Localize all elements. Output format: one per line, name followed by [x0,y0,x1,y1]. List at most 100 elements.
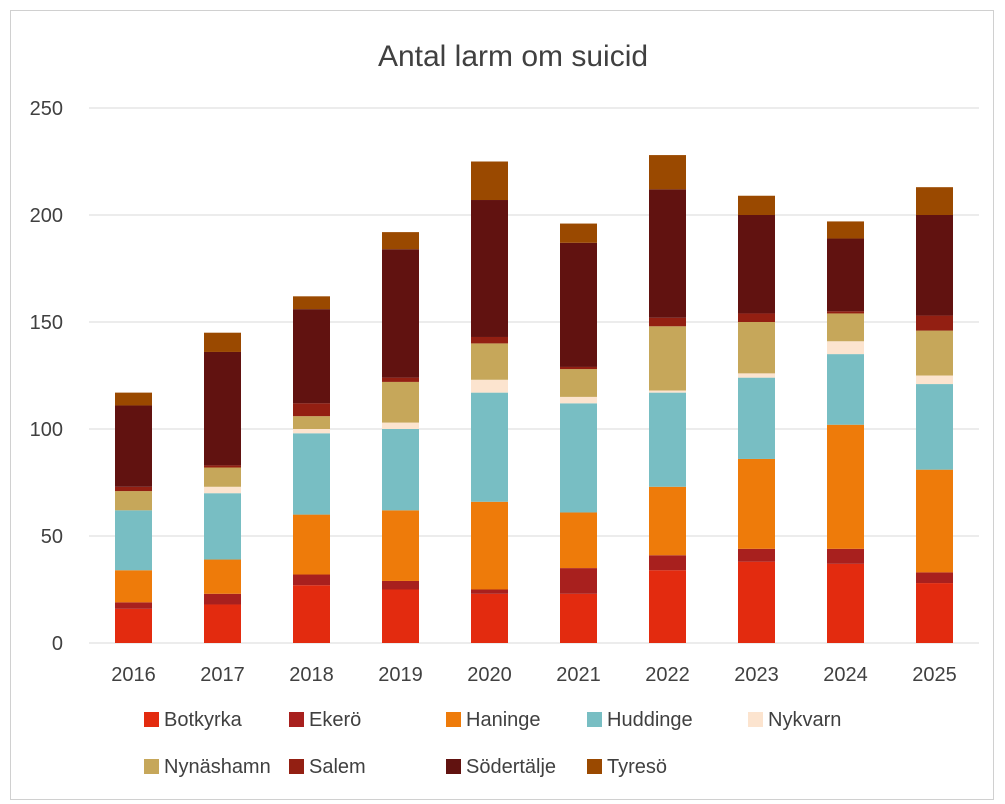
bar-segment [827,354,864,425]
bar-segment [293,514,330,575]
bar-segment [471,343,508,380]
bar-segment [471,200,508,337]
x-tick-label: 2022 [645,664,690,686]
x-axis-ticks: 2016 2017 2018 2019 2020 2021 2022 2023 2024 2025 [111,664,957,686]
x-tick-label: 2017 [200,664,245,686]
bar-segment [649,555,686,571]
bar-segment [382,422,419,429]
bar-segment [115,602,152,609]
bar-segment [649,486,686,556]
bar-segment [560,366,597,370]
bar-segment [115,491,152,511]
bar-segment [382,510,419,581]
bar-segment [738,313,775,322]
legend-swatch [144,712,159,727]
bar-segment [382,377,419,382]
bar-segment [738,322,775,374]
bar-segment [916,469,953,573]
bar-segment [204,467,241,487]
bar-segment [293,433,330,515]
bar-segment [649,570,686,643]
y-tick-label: 100 [30,419,63,441]
bar-segment [827,238,864,312]
legend-label: Nykvarn [768,709,841,731]
bar-segment [293,403,330,417]
legend: Botkyrka Ekerö Haninge Huddinge Nykvarn Nynäs… [144,709,841,778]
bar-segment [293,416,330,429]
bar-segment [827,313,864,342]
x-tick-label: 2023 [734,664,779,686]
bar-segment [560,223,597,243]
bar-segment [204,493,241,560]
legend-label: Tyresö [607,756,667,778]
bar-segment [204,559,241,594]
bar-segment [560,242,597,367]
bar-segment [382,381,419,423]
bar-segment [827,341,864,355]
legend-label: Botkyrka [164,709,243,731]
bar-segment [293,429,330,434]
bar-segment [115,510,152,571]
bar-segment [738,561,775,643]
bar-segment [382,589,419,643]
bar-segment [738,195,775,215]
bar-segment [649,390,686,393]
bar-segment [649,317,686,327]
bar-segment [738,548,775,562]
bar-segment [471,379,508,393]
bar-segment [204,332,241,352]
bar-segment [471,392,508,502]
bar-segment [738,458,775,549]
bar-segment [471,336,508,344]
bar-segment [560,369,597,397]
y-axis-ticks: 0 50 100 150 200 250 [30,98,63,655]
bar-segment [382,580,419,590]
bar-segment [382,429,419,511]
x-tick-label: 2025 [912,664,957,686]
legend-label: Nynäshamn [164,756,271,778]
legend-label: Södertälje [466,756,556,778]
x-tick-label: 2019 [378,664,423,686]
bar-segment [382,232,419,250]
x-tick-label: 2021 [556,664,601,686]
bar-segment [916,315,953,331]
bar-segment [471,593,508,643]
bar-segment [471,501,508,590]
legend-swatch [446,759,461,774]
chart-frame: Antal larm om suicid 0 50 100 150 200 250 201… [10,10,994,800]
bar-segment [738,377,775,459]
y-tick-label: 0 [52,633,63,655]
bar-segment [115,405,152,487]
bar-segment [916,384,953,470]
legend-label: Huddinge [607,709,693,731]
bar-segment [649,326,686,391]
bar-segment [827,424,864,549]
stacked-bar-chart: Antal larm om suicid 0 50 100 150 200 250 201… [30,40,979,778]
bar-segment [382,249,419,378]
bar-segment [649,392,686,487]
legend-swatch [587,712,602,727]
legend-swatch [289,759,304,774]
bar-segment [115,608,152,643]
bar-segment [916,375,953,385]
bar-segment [738,215,775,314]
bar-segment [471,161,508,201]
bar-segment [293,309,330,404]
legend-swatch [748,712,763,727]
chart-title: Antal larm om suicid [378,40,648,73]
bar-segment [649,155,686,190]
bar-segment [293,585,330,643]
legend-swatch [289,712,304,727]
bar-segment [471,589,508,594]
bar-segment [916,215,953,316]
bar-segment [560,512,597,569]
legend-swatch [144,759,159,774]
bar-segment [204,486,241,494]
x-tick-label: 2024 [823,664,868,686]
bar-segment [916,583,953,643]
bar-segment [560,396,597,404]
bar-segment [560,593,597,643]
bar-segment [649,189,686,318]
bar-segment [916,330,953,376]
bar-segment [738,373,775,378]
